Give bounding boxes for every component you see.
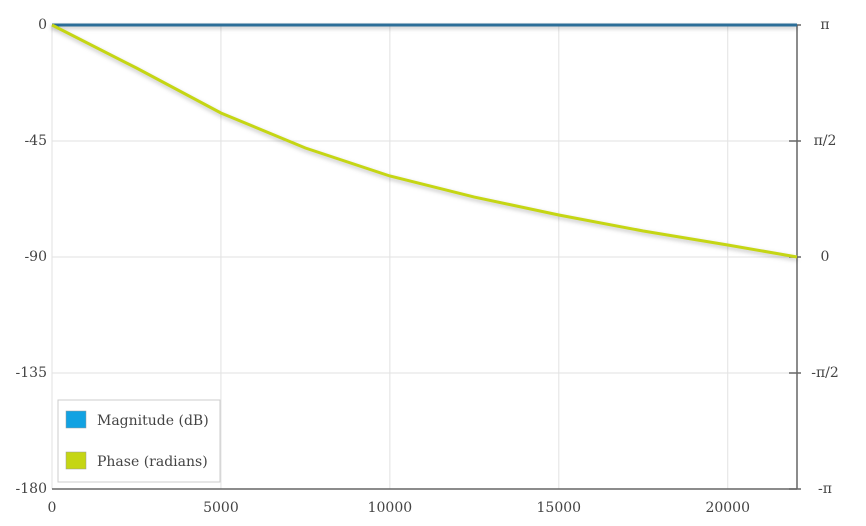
y-tick-label: -135: [16, 365, 47, 381]
y2-tick-label: -π: [818, 481, 832, 497]
legend-label: Magnitude (dB): [97, 413, 209, 429]
series-line: [51, 23, 798, 259]
y2-tick-label: π: [820, 17, 829, 33]
legend-swatch: [65, 410, 87, 429]
legend-label: Phase (radians): [97, 454, 208, 470]
y2-tick-label: 0: [821, 249, 830, 265]
x-tick-label: 0: [48, 500, 57, 516]
y-tick-label: -45: [24, 133, 47, 149]
y2-tick-label: π/2: [814, 133, 837, 149]
x-tick-label: 10000: [368, 500, 413, 516]
legend-swatch: [65, 451, 87, 470]
y-tick-label: 0: [38, 17, 47, 33]
y-tick-label: -180: [16, 481, 47, 497]
x-tick-label: 15000: [537, 500, 582, 516]
y2-tick-label: -π/2: [811, 365, 839, 381]
y-tick-label: -90: [24, 249, 47, 265]
x-tick-label: 5000: [203, 500, 239, 516]
x-tick-label: 20000: [705, 500, 750, 516]
